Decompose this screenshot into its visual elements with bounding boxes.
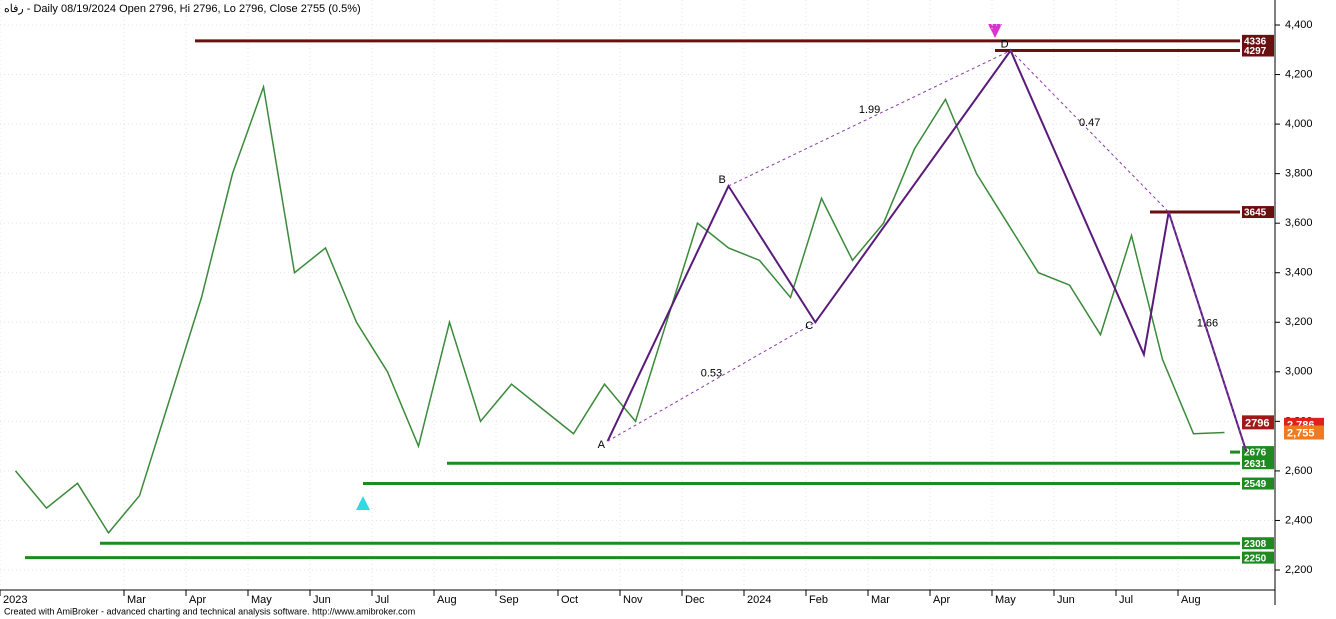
x-tick-label: Apr — [933, 594, 950, 606]
level-box — [1242, 34, 1274, 47]
x-tick-label: Feb — [809, 594, 828, 606]
y-tick-label: 3,000 — [1285, 366, 1313, 378]
y-tick-label: 3,400 — [1285, 267, 1313, 279]
ratio-line — [607, 321, 816, 442]
x-tick-label: Apr — [189, 594, 206, 606]
level-label: 2549 — [1244, 479, 1267, 490]
price-box — [1242, 415, 1274, 430]
x-tick-label: Aug — [437, 594, 457, 606]
x-tick-label: Sep — [499, 594, 519, 606]
x-tick-label: Jul — [375, 594, 389, 606]
x-tick-label: 2023 — [3, 594, 27, 606]
y-tick-label: 3,200 — [1285, 316, 1313, 328]
x-tick-label: Dec — [685, 594, 705, 606]
x-tick-label: May — [251, 594, 272, 606]
y-tick-label: 3,800 — [1285, 168, 1313, 180]
level-label: 2308 — [1244, 539, 1267, 550]
x-tick-label: Aug — [1181, 594, 1201, 606]
x-tick-label: Jun — [313, 594, 331, 606]
x-tick-label: May — [995, 594, 1016, 606]
point-label: C — [805, 320, 813, 332]
price-label: 2,755 — [1287, 427, 1315, 439]
y-tick-label: 2,400 — [1285, 514, 1313, 526]
point-label: A — [598, 439, 606, 451]
top-arrow — [988, 24, 1002, 38]
chart-title: رفاه - Daily 08/19/2024 Open 2796, Hi 27… — [4, 3, 361, 15]
level-label: 2631 — [1244, 459, 1267, 470]
y-tick-label: 2,200 — [1285, 564, 1313, 576]
x-tick-label: Jul — [1119, 594, 1133, 606]
price-box — [1284, 425, 1324, 440]
y-tick-label: 4,400 — [1285, 19, 1313, 31]
level-box — [1242, 44, 1274, 57]
x-tick-label: Oct — [561, 594, 578, 606]
ratio-label: 1.99 — [859, 104, 880, 116]
level-box — [1242, 537, 1274, 550]
level-label: 3645 — [1244, 208, 1267, 219]
level-label: 4336 — [1244, 36, 1267, 47]
y-tick-label: 4,000 — [1285, 118, 1313, 130]
ratio-line — [728, 50, 1011, 187]
y-tick-label: 2,600 — [1285, 465, 1313, 477]
price-line — [14, 83, 1225, 535]
level-label: 2250 — [1244, 553, 1267, 564]
footer: Created with AmiBroker - advanced charti… — [4, 606, 415, 616]
level-box — [1242, 551, 1274, 564]
level-box — [1242, 446, 1274, 459]
ratio-label: 1.66 — [1197, 317, 1218, 329]
y-tick-label: 3,600 — [1285, 217, 1313, 229]
x-tick-label: Jun — [1057, 594, 1075, 606]
ratio-label: 0.47 — [1079, 117, 1100, 129]
x-tick-label: Mar — [127, 594, 146, 606]
price-label: 2796 — [1245, 417, 1269, 429]
ratio-label: 0.53 — [701, 368, 722, 380]
point-label: B — [719, 174, 726, 186]
level-box — [1242, 477, 1274, 490]
bottom-arrow — [356, 496, 370, 510]
level-box — [1242, 457, 1274, 470]
level-box — [1242, 206, 1274, 219]
level-label: 2676 — [1244, 448, 1267, 459]
level-label: 4297 — [1244, 46, 1267, 57]
y-tick-label: 4,200 — [1285, 68, 1313, 80]
point-label: D — [1001, 38, 1009, 50]
x-tick-label: Nov — [623, 594, 643, 606]
x-tick-label: Mar — [871, 594, 890, 606]
x-tick-label: 2024 — [747, 594, 771, 606]
ratio-line — [1010, 50, 1170, 213]
